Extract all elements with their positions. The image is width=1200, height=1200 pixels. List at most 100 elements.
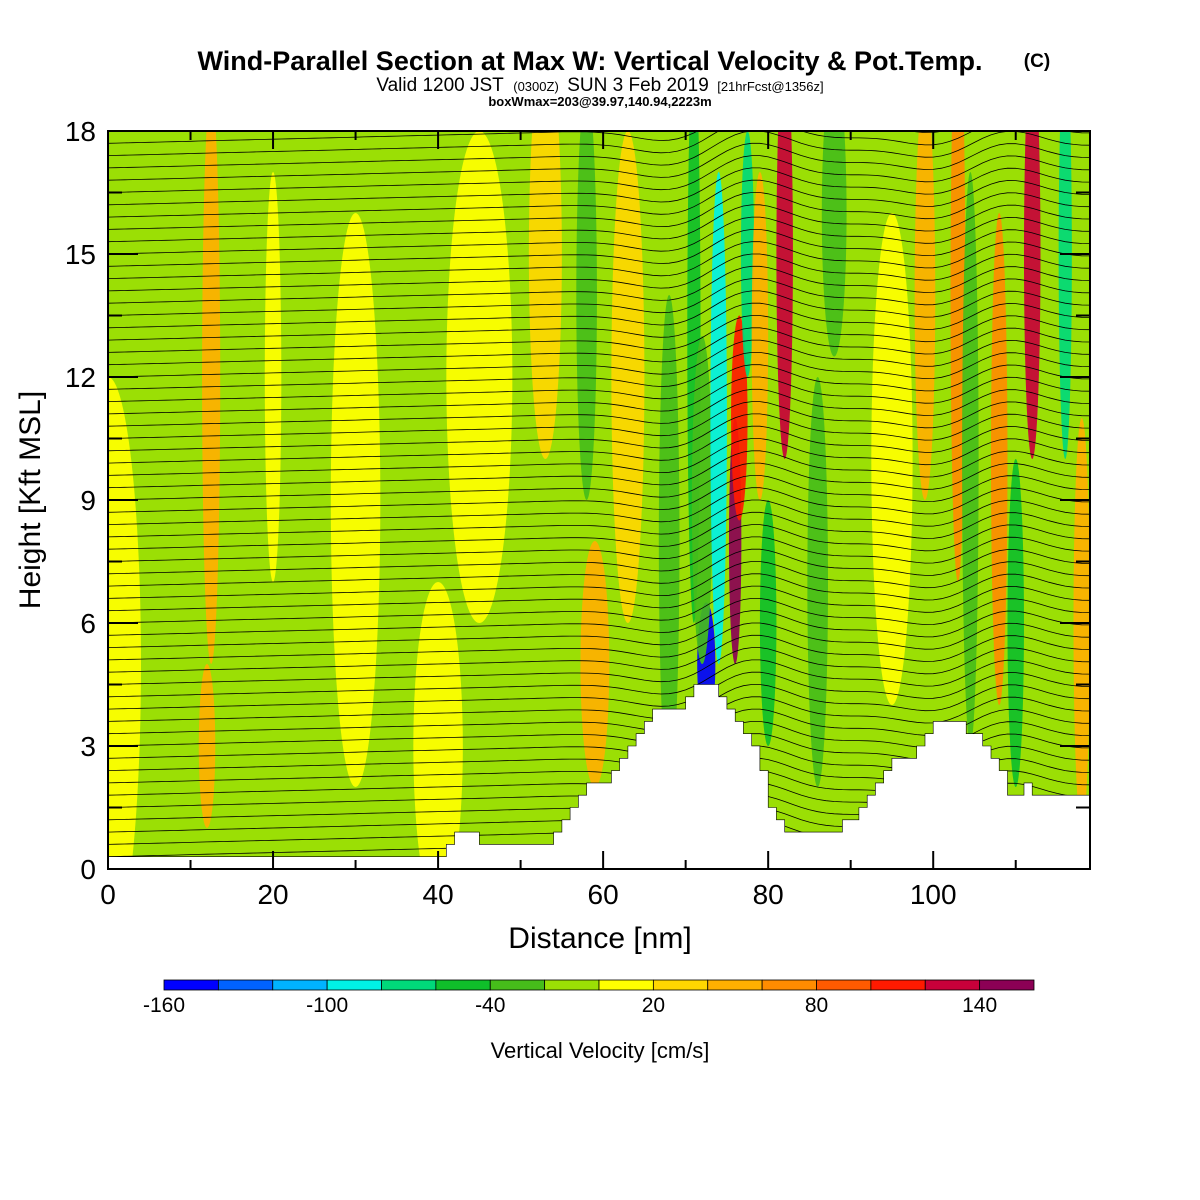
velocity-cell [202, 131, 221, 664]
x-tick-label: 20 [257, 879, 288, 910]
plot-area [107, 130, 1091, 870]
y-tick-label: 0 [80, 854, 96, 885]
y-axis: 0 3 6 9 12 15 18 [65, 116, 1090, 885]
theta-contour [108, 364, 1090, 402]
velocity-cell [1007, 459, 1024, 787]
theta-contour [108, 401, 1090, 439]
colorbar-swatch [272, 979, 328, 991]
subtitle-valid: Valid 1200 JST [376, 75, 504, 96]
theta-contour [108, 167, 1090, 206]
terrain [107, 684, 1091, 870]
theta-contour [108, 585, 1090, 624]
theta-contour [108, 241, 1090, 279]
colorbar-swatch [870, 979, 926, 991]
theta-contour [108, 573, 1090, 612]
velocity-cell [990, 213, 1008, 705]
x-axis-label: Distance [nm] [508, 922, 691, 955]
theta-contour [108, 622, 1090, 661]
subtitle-forecast: [21hrFcst@1356z] [717, 79, 823, 94]
colorbar-swatch [652, 979, 709, 991]
colorbar-tick-label: -40 [475, 994, 505, 1017]
chart-subtitle: Valid 1200 JST (0300Z) SUN 3 Feb 2019 [2… [376, 75, 823, 96]
x-tick-label: 40 [423, 879, 454, 910]
colorbar-swatch [435, 979, 491, 991]
velocity-cell [576, 131, 597, 500]
theta-contour [108, 327, 1090, 366]
theta-contour [108, 142, 1090, 181]
theta-contour [108, 561, 1090, 599]
y-tick-label: 18 [65, 116, 96, 147]
box-info: boxWmax=203@39.97,140.94,2223m [488, 94, 711, 109]
theta-contour [108, 192, 1090, 230]
velocity-cell [658, 295, 680, 787]
theta-contour [108, 671, 1090, 710]
x-tick-label: 60 [588, 879, 619, 910]
velocity-cell [446, 131, 513, 623]
velocity-cell [198, 664, 216, 828]
x-tick-label: 80 [753, 879, 784, 910]
theta-contour [108, 499, 1090, 538]
colorbar-swatch [163, 979, 219, 991]
theta-contour [108, 462, 1090, 501]
colorbar-label: Vertical Velocity [cm/s] [491, 1038, 710, 1063]
theta-contour [108, 647, 1090, 685]
velocity-cell [807, 377, 828, 787]
velocity-cell [330, 213, 381, 787]
y-tick-label: 6 [80, 608, 96, 639]
theta-contour [108, 388, 1090, 427]
theta-contour [108, 131, 1090, 169]
x-axis: 0 20 40 60 80 100 [100, 131, 1017, 910]
colorbar-tick-label: 140 [962, 994, 997, 1017]
colorbar-swatch [544, 979, 600, 991]
velocity-cell [914, 131, 936, 500]
theta-contour [108, 216, 1090, 255]
theta-contour [108, 413, 1090, 452]
colorbar-tick-label: -100 [306, 994, 348, 1017]
colorbar-swatch [381, 979, 437, 991]
theta-contour [108, 536, 1090, 575]
velocity-cell [950, 131, 966, 582]
x-tick-label: 0 [100, 879, 116, 910]
subtitle-utc: (0300Z) [513, 79, 559, 94]
theta-contours [108, 131, 1090, 869]
theta-contour [108, 438, 1090, 476]
colorbar-tick-label: 20 [642, 994, 665, 1017]
velocity-cell [821, 131, 847, 357]
velocity-cell [691, 336, 713, 664]
theta-contour [108, 659, 1090, 698]
y-tick-label: 9 [80, 485, 96, 516]
theta-contour [108, 315, 1090, 353]
colorbar-swatch [761, 979, 817, 991]
theta-contour [108, 696, 1090, 735]
theta-contour [108, 610, 1090, 648]
colorbar-swatch [979, 979, 1035, 991]
theta-contour [108, 450, 1090, 489]
colorbar-swatch [489, 979, 546, 991]
theta-contour [108, 425, 1090, 464]
title-mark: (C) [1024, 51, 1050, 72]
y-tick-label: 3 [80, 731, 96, 762]
theta-contour [108, 352, 1090, 390]
theta-contour [108, 131, 1090, 156]
velocity-cell [759, 500, 777, 746]
colorbar-swatch [217, 979, 274, 991]
chart-title: Wind-Parallel Section at Max W: Vertical… [198, 46, 983, 76]
theta-contour [108, 684, 1090, 722]
theta-contour [108, 179, 1090, 218]
y-tick-label: 12 [65, 362, 96, 393]
colorbar-swatch [924, 979, 981, 991]
colorbar-tick-label: 80 [805, 994, 828, 1017]
velocity-cell [611, 131, 645, 623]
colorbar-swatch [707, 979, 763, 991]
theta-contour [108, 598, 1090, 636]
theta-contour [108, 511, 1090, 550]
theta-contour [108, 229, 1090, 267]
theta-contour [108, 265, 1090, 304]
theta-contour [108, 290, 1090, 329]
velocity-cell [962, 172, 979, 746]
theta-contour [108, 376, 1090, 415]
velocity-cell [528, 131, 562, 459]
velocity-field [108, 131, 1090, 869]
theta-contour [108, 278, 1090, 316]
